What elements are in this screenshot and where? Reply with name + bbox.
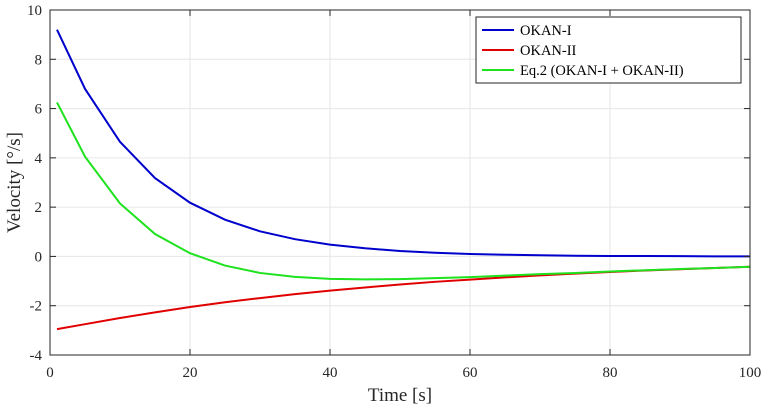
- y-tick-label: 10: [27, 3, 42, 19]
- x-axis-label: Time [s]: [368, 385, 432, 406]
- legend-label: OKAN-I: [520, 23, 572, 39]
- series-group: [56, 29, 751, 331]
- x-tick-label: 80: [603, 365, 618, 381]
- x-tick-label: 100: [739, 365, 762, 381]
- x-tick-label: 60: [463, 365, 478, 381]
- y-tick-label: 8: [35, 52, 43, 68]
- x-tick-label: 40: [323, 365, 338, 381]
- legend-box: [475, 16, 742, 84]
- x-tick-label: 20: [183, 365, 198, 381]
- series-line-2: [56, 265, 751, 331]
- y-tick-label: -4: [30, 348, 43, 364]
- y-tick-label: -2: [30, 299, 43, 315]
- legend-label: Eq.2 (OKAN-I + OKAN-II): [520, 63, 684, 79]
- ticks: [49, 9, 751, 356]
- legend: OKAN-I OKAN-II Eq.2 (OKAN-I + OKAN-II): [475, 16, 742, 84]
- legend-label: OKAN-II: [520, 43, 577, 59]
- x-tick-label: 0: [46, 365, 54, 381]
- y-tick-label: 4: [35, 151, 43, 167]
- series-line-3: [56, 101, 751, 281]
- x-tick-labels: 0 20 40 60 80 100: [46, 365, 761, 381]
- y-tick-label: 0: [35, 249, 43, 265]
- plot-area-border: [49, 9, 751, 356]
- y-tick-label: 6: [35, 102, 43, 118]
- y-tick-labels: -4 -2 0 2 4 6 8 10: [27, 3, 43, 364]
- series-line-1: [56, 29, 750, 258]
- y-axis-label: Velocity [°/s]: [4, 132, 25, 233]
- y-tick-label: 2: [35, 200, 43, 216]
